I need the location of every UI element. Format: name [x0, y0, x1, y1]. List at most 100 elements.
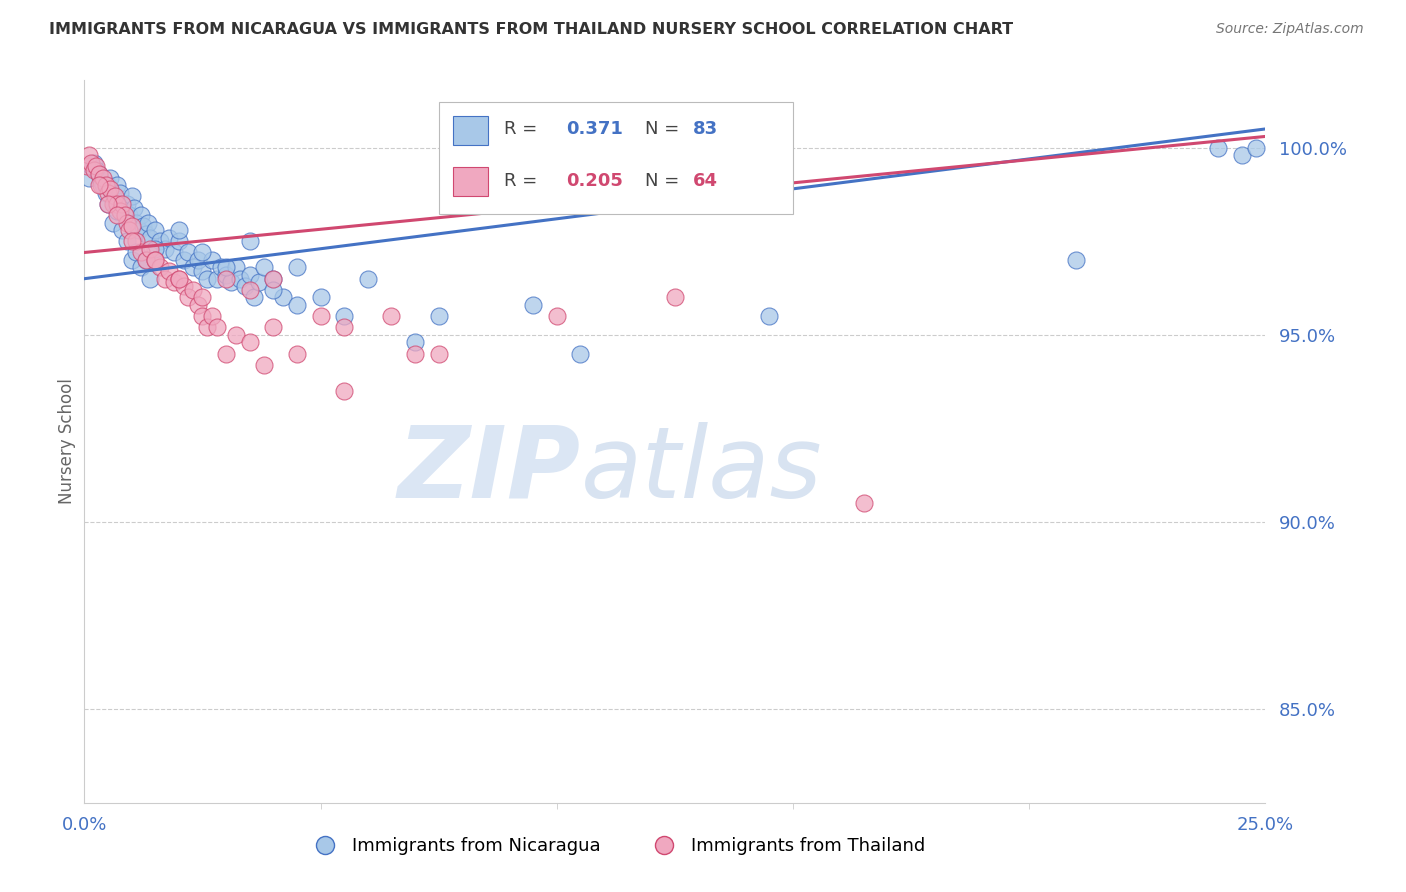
Point: [129, 208, 152, 222]
Point: [94, 178, 117, 193]
Point: [90, 174, 112, 188]
Point: [80, 155, 103, 169]
Point: [233, 279, 256, 293]
Point: [90, 178, 112, 193]
Point: [333, 384, 356, 398]
Point: [98, 182, 121, 196]
Point: [734, 141, 756, 155]
Point: [83, 163, 105, 178]
Point: [239, 335, 262, 350]
Point: [76, 160, 98, 174]
Point: [104, 196, 127, 211]
Point: [758, 309, 780, 323]
Point: [114, 204, 136, 219]
Point: [121, 252, 143, 267]
Point: [215, 260, 238, 275]
Point: [125, 234, 148, 248]
Point: [173, 252, 195, 267]
Point: [215, 271, 238, 285]
Point: [143, 242, 166, 256]
Point: [128, 223, 150, 237]
FancyBboxPatch shape: [453, 117, 488, 145]
Text: 83: 83: [693, 120, 717, 138]
Point: [177, 290, 200, 304]
Point: [219, 276, 242, 290]
Point: [91, 178, 114, 193]
Point: [333, 320, 356, 334]
Point: [107, 178, 129, 193]
Point: [201, 309, 224, 323]
Point: [271, 290, 294, 304]
Point: [115, 234, 138, 248]
Point: [380, 309, 402, 323]
Point: [205, 271, 228, 285]
Point: [177, 245, 200, 260]
Point: [91, 170, 114, 185]
Text: atlas: atlas: [581, 422, 823, 519]
Point: [118, 208, 141, 222]
Point: [153, 271, 176, 285]
Point: [262, 271, 284, 285]
Point: [215, 268, 238, 282]
Point: [97, 196, 120, 211]
Point: [664, 290, 686, 304]
Point: [243, 290, 266, 304]
Point: [97, 178, 120, 193]
Text: Source: ZipAtlas.com: Source: ZipAtlas.com: [1216, 22, 1364, 37]
Point: [1230, 148, 1253, 162]
Y-axis label: Nursery School: Nursery School: [58, 378, 76, 505]
Point: [121, 219, 143, 234]
Point: [122, 201, 145, 215]
Point: [1206, 141, 1229, 155]
Point: [225, 260, 247, 275]
Point: [225, 327, 247, 342]
Point: [84, 163, 107, 178]
Point: [191, 309, 214, 323]
Point: [87, 167, 110, 181]
Point: [104, 189, 127, 203]
Point: [262, 271, 284, 285]
Point: [135, 252, 157, 267]
Point: [132, 219, 155, 234]
Point: [309, 309, 332, 323]
Point: [333, 309, 356, 323]
Point: [187, 252, 209, 267]
Text: N =: N =: [645, 172, 679, 190]
Point: [97, 196, 120, 211]
Point: [195, 320, 218, 334]
Point: [201, 252, 224, 267]
Point: [84, 160, 107, 174]
Point: [191, 264, 214, 278]
Point: [143, 223, 166, 237]
Point: [195, 271, 218, 285]
Point: [239, 234, 262, 248]
Text: ZIP: ZIP: [398, 422, 581, 519]
Point: [114, 208, 136, 222]
Point: [94, 186, 117, 200]
Text: 64: 64: [693, 172, 717, 190]
Point: [115, 196, 138, 211]
Point: [135, 227, 157, 241]
Point: [569, 346, 592, 360]
Point: [181, 283, 204, 297]
Text: 0.205: 0.205: [567, 172, 623, 190]
Point: [205, 320, 228, 334]
Point: [143, 252, 166, 267]
Point: [285, 346, 308, 360]
Point: [253, 358, 276, 372]
Text: R =: R =: [503, 172, 548, 190]
Point: [118, 223, 141, 237]
Point: [1244, 141, 1267, 155]
Point: [309, 290, 332, 304]
Point: [404, 346, 426, 360]
Point: [101, 189, 124, 203]
Point: [77, 170, 100, 185]
Point: [107, 196, 129, 211]
Point: [149, 234, 172, 248]
Legend: Immigrants from Nicaragua, Immigrants from Thailand: Immigrants from Nicaragua, Immigrants fr…: [299, 830, 932, 863]
Point: [167, 271, 190, 285]
Point: [163, 245, 186, 260]
Point: [121, 234, 143, 248]
Point: [139, 271, 162, 285]
Point: [129, 260, 152, 275]
